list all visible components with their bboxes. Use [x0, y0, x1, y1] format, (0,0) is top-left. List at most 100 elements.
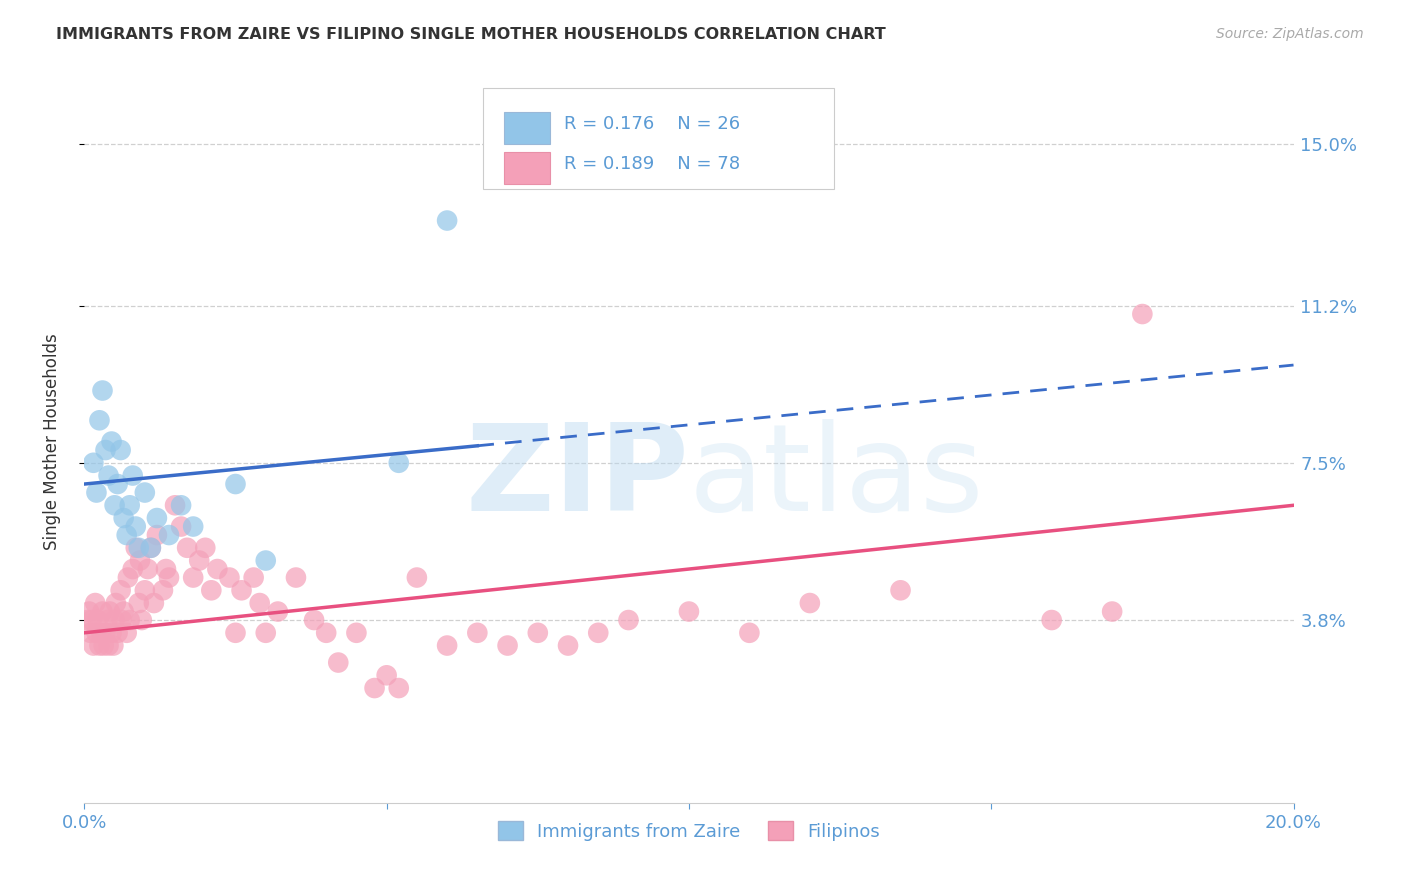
Point	[112, 605, 135, 619]
Point	[194, 541, 217, 555]
Point	[181, 519, 204, 533]
Point	[181, 570, 204, 584]
Point	[157, 570, 180, 584]
Text: R = 0.189    N = 78: R = 0.189 N = 78	[564, 155, 741, 173]
Text: ZIP: ZIP	[465, 419, 689, 536]
Point	[90, 625, 112, 640]
Point	[118, 498, 141, 512]
Point	[104, 596, 127, 610]
Point	[188, 553, 211, 567]
Point	[94, 625, 117, 640]
Point	[155, 562, 177, 576]
Point	[200, 583, 222, 598]
Text: R = 0.176    N = 26: R = 0.176 N = 26	[564, 115, 741, 133]
Point	[89, 413, 111, 427]
Point	[139, 541, 162, 555]
Point	[125, 541, 148, 555]
Point	[86, 625, 108, 640]
Point	[112, 511, 135, 525]
Point	[115, 625, 138, 640]
Point	[100, 625, 122, 640]
Point	[1101, 605, 1123, 619]
Point	[96, 613, 118, 627]
Point	[1132, 307, 1154, 321]
Point	[315, 625, 337, 640]
Point	[77, 605, 100, 619]
Point	[738, 625, 761, 640]
Point	[231, 583, 253, 598]
Point	[249, 596, 271, 610]
Point	[103, 639, 125, 653]
Point	[129, 553, 152, 567]
Point	[207, 562, 229, 576]
Point	[254, 625, 277, 640]
Point	[1040, 613, 1063, 627]
Point	[165, 498, 187, 512]
Point	[225, 625, 247, 640]
Point	[93, 639, 115, 653]
Point	[527, 625, 550, 640]
Point	[406, 570, 429, 584]
FancyBboxPatch shape	[503, 152, 550, 184]
Point	[98, 605, 121, 619]
Point	[496, 639, 519, 653]
Text: Source: ZipAtlas.com: Source: ZipAtlas.com	[1216, 27, 1364, 41]
Point	[131, 613, 153, 627]
Point	[157, 528, 180, 542]
Point	[267, 605, 290, 619]
Point	[128, 541, 150, 555]
Point	[136, 562, 159, 576]
Point	[121, 468, 143, 483]
Point	[104, 613, 127, 627]
Point	[107, 477, 129, 491]
Point	[97, 468, 120, 483]
Point	[82, 639, 104, 653]
Point	[388, 456, 411, 470]
Point	[139, 541, 162, 555]
FancyBboxPatch shape	[503, 112, 550, 144]
Point	[285, 570, 308, 584]
Point	[121, 562, 143, 576]
Text: IMMIGRANTS FROM ZAIRE VS FILIPINO SINGLE MOTHER HOUSEHOLDS CORRELATION CHART: IMMIGRANTS FROM ZAIRE VS FILIPINO SINGLE…	[56, 27, 886, 42]
Point	[117, 570, 139, 584]
Point	[107, 625, 129, 640]
Point	[111, 613, 134, 627]
Point	[467, 625, 489, 640]
Legend: Immigrants from Zaire, Filipinos: Immigrants from Zaire, Filipinos	[491, 814, 887, 848]
Point	[218, 570, 240, 584]
Point	[436, 213, 458, 227]
Point	[375, 668, 398, 682]
Point	[242, 570, 264, 584]
Point	[110, 443, 132, 458]
Point	[170, 519, 193, 533]
Point	[115, 528, 138, 542]
Point	[82, 456, 104, 470]
Point	[80, 613, 103, 627]
Point	[890, 583, 912, 598]
Point	[125, 519, 148, 533]
Point	[346, 625, 368, 640]
Point	[110, 583, 132, 598]
Point	[134, 583, 156, 598]
Point	[100, 434, 122, 449]
Point	[799, 596, 821, 610]
Point	[79, 625, 101, 640]
Point	[142, 596, 165, 610]
Point	[388, 681, 411, 695]
Point	[176, 541, 198, 555]
Point	[588, 625, 610, 640]
Y-axis label: Single Mother Households: Single Mother Households	[42, 334, 60, 549]
Point	[91, 384, 114, 398]
Point	[363, 681, 385, 695]
Point	[146, 528, 169, 542]
Point	[84, 596, 107, 610]
Point	[76, 613, 98, 627]
Point	[94, 443, 117, 458]
Point	[328, 656, 350, 670]
FancyBboxPatch shape	[484, 87, 834, 189]
Point	[134, 485, 156, 500]
Point	[86, 613, 108, 627]
Point	[678, 605, 700, 619]
Point	[91, 605, 114, 619]
Point	[146, 511, 169, 525]
